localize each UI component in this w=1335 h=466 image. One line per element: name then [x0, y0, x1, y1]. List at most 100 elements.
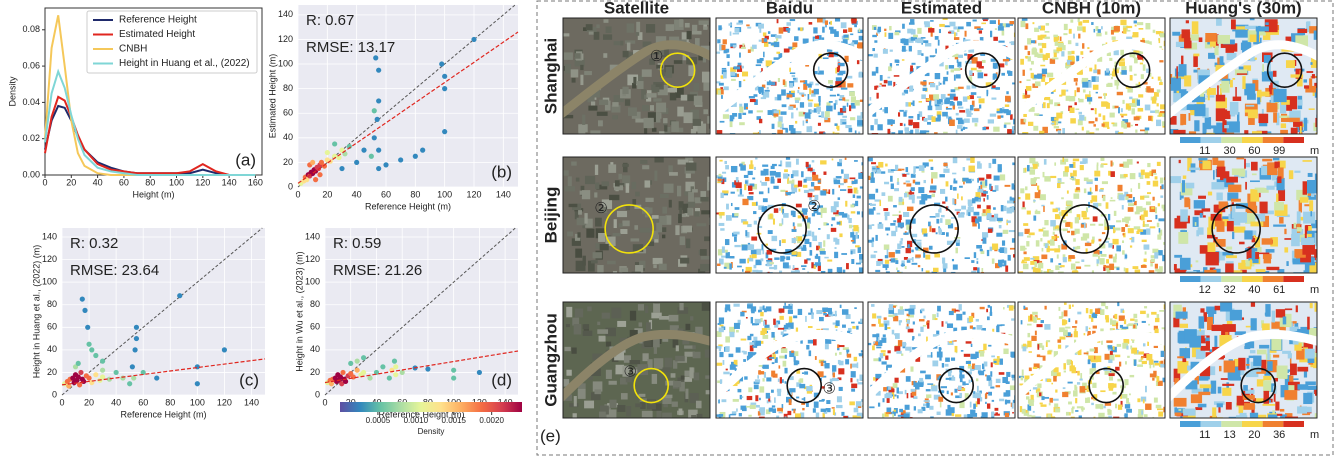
building: [817, 111, 820, 115]
building: [807, 326, 813, 329]
building: [749, 345, 754, 352]
building: [897, 309, 905, 315]
satellite-texture: [578, 124, 586, 134]
building: [802, 407, 805, 411]
building: [955, 395, 962, 399]
scatter-point: [324, 149, 330, 156]
building: [962, 381, 966, 386]
building: [1108, 373, 1115, 377]
building: [1149, 373, 1157, 378]
building: [905, 326, 910, 330]
building: [1085, 94, 1091, 99]
satellite-texture: [678, 213, 682, 224]
building: [792, 77, 796, 80]
x-tick-label: 20: [84, 397, 94, 407]
building: [919, 130, 927, 134]
building: [872, 207, 876, 211]
building: [1101, 340, 1103, 345]
satellite-texture: [582, 324, 590, 330]
building: [967, 95, 971, 100]
building: [1178, 231, 1189, 244]
building: [826, 234, 830, 240]
building: [960, 350, 964, 352]
building: [803, 80, 808, 85]
building: [1300, 237, 1315, 246]
building: [868, 208, 874, 215]
building: [1263, 375, 1272, 381]
marker: ②: [594, 200, 607, 217]
building: [1160, 360, 1164, 364]
building: [922, 40, 929, 43]
building: [1212, 407, 1217, 418]
building: [730, 71, 736, 76]
building: [753, 336, 758, 342]
building: [759, 306, 765, 310]
satellite-texture: [665, 215, 672, 225]
building: [805, 315, 807, 322]
building: [737, 265, 742, 268]
building: [1002, 23, 1006, 28]
building: [824, 363, 830, 369]
satellite-texture: [684, 370, 693, 376]
building: [945, 377, 952, 380]
building: [930, 166, 934, 171]
satellite-texture: [662, 367, 671, 373]
building: [1026, 210, 1031, 215]
building: [1082, 43, 1085, 49]
building: [819, 131, 825, 134]
building: [1082, 382, 1087, 389]
building: [1075, 410, 1079, 412]
building: [911, 249, 914, 253]
building: [1003, 307, 1005, 310]
satellite-texture: [620, 393, 628, 400]
building: [901, 38, 906, 44]
building: [939, 82, 942, 85]
building: [901, 168, 905, 171]
building: [738, 20, 743, 25]
building: [1158, 218, 1165, 222]
building: [932, 360, 939, 367]
building: [759, 57, 764, 61]
building: [821, 37, 825, 40]
building: [1133, 226, 1141, 230]
building: [1122, 119, 1129, 123]
building: [1104, 92, 1106, 99]
building: [919, 309, 923, 314]
building: [1037, 73, 1043, 79]
column-title: CNBH (10m): [1042, 0, 1141, 17]
building: [720, 228, 725, 231]
building: [980, 184, 983, 189]
building: [1027, 51, 1031, 56]
building: [905, 219, 912, 226]
building: [739, 122, 745, 126]
building: [848, 217, 852, 224]
building: [1115, 354, 1121, 358]
building: [877, 402, 881, 407]
satellite-texture: [612, 102, 619, 107]
satellite-texture: [635, 265, 644, 273]
building: [1091, 239, 1095, 244]
building: [1067, 55, 1075, 60]
building: [1193, 94, 1206, 103]
building: [1213, 268, 1221, 273]
building: [1100, 187, 1104, 190]
building: [1206, 95, 1215, 98]
building: [1036, 354, 1041, 358]
building: [1142, 59, 1144, 62]
building: [748, 110, 753, 114]
building: [1307, 180, 1317, 194]
building: [1086, 180, 1093, 185]
satellite-texture: [637, 32, 643, 40]
building: [820, 190, 827, 196]
satellite-texture: [704, 236, 710, 242]
building: [717, 178, 722, 182]
building: [927, 322, 930, 329]
building: [959, 401, 965, 409]
building: [817, 205, 824, 209]
building: [762, 364, 769, 369]
building: [931, 385, 938, 392]
building: [796, 382, 802, 387]
building: [958, 54, 963, 58]
satellite-texture: [689, 392, 699, 404]
building: [1033, 316, 1037, 323]
